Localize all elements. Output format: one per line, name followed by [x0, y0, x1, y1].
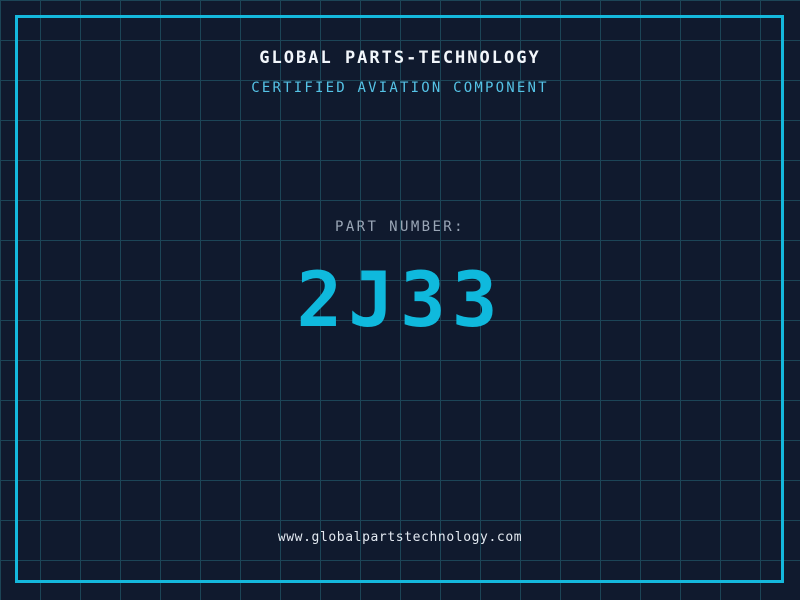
- part-number-value: 2J33: [296, 255, 504, 344]
- part-number-label: PART NUMBER:: [335, 219, 465, 235]
- footer-website-url: www.globalpartstechnology.com: [277, 530, 523, 545]
- company-title: GLOBAL PARTS-TECHNOLOGY: [259, 48, 541, 68]
- certification-subtitle: CERTIFIED AVIATION COMPONENT: [251, 80, 549, 96]
